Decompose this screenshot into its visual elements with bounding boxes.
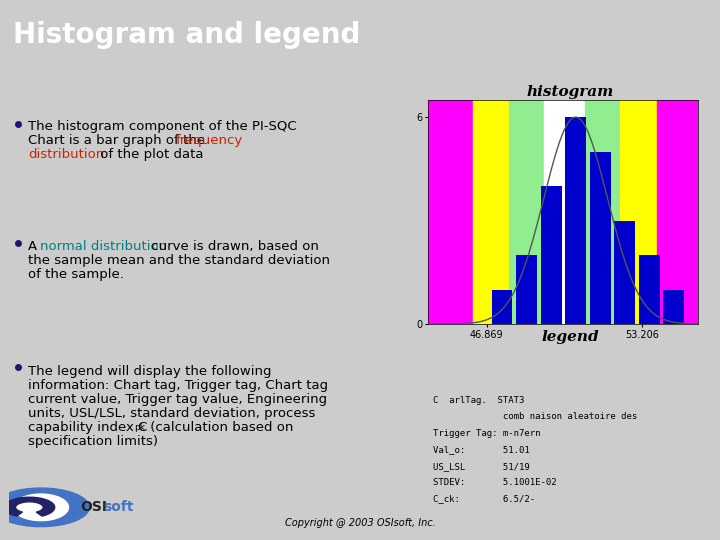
Bar: [516, 255, 537, 324]
Text: STDEV:       5.1001E-02: STDEV: 5.1001E-02: [433, 478, 557, 487]
Text: units, USL/LSL, standard deviation, process: units, USL/LSL, standard deviation, proc…: [28, 407, 315, 420]
Bar: [657, 100, 698, 324]
Text: curve is drawn, based on: curve is drawn, based on: [147, 240, 319, 253]
Text: distribution: distribution: [28, 148, 104, 161]
Text: Histogram and legend: Histogram and legend: [13, 21, 360, 49]
Bar: [585, 100, 620, 324]
Text: A: A: [28, 240, 41, 253]
Text: OSI: OSI: [80, 501, 107, 514]
Text: the sample mean and the standard deviation: the sample mean and the standard deviati…: [28, 254, 330, 267]
Bar: [639, 255, 660, 324]
Text: capability index C: capability index C: [28, 421, 148, 434]
Text: Chart is a bar graph of the: Chart is a bar graph of the: [28, 134, 210, 147]
Bar: [565, 117, 586, 324]
Bar: [541, 186, 562, 324]
Bar: [509, 100, 544, 324]
Text: Copyright @ 2003 OSIsoft, Inc.: Copyright @ 2003 OSIsoft, Inc.: [284, 518, 436, 528]
Text: current value, Trigger tag value, Engineering: current value, Trigger tag value, Engine…: [28, 393, 327, 406]
Text: information: Chart tag, Trigger tag, Chart tag: information: Chart tag, Trigger tag, Cha…: [28, 379, 328, 392]
Text: US_LSL       51/19: US_LSL 51/19: [433, 462, 530, 471]
Text: legend: legend: [541, 330, 599, 344]
Text: soft: soft: [103, 501, 134, 514]
Bar: [663, 289, 684, 324]
Text: of the sample.: of the sample.: [28, 268, 124, 281]
Bar: [544, 100, 585, 324]
Text: The histogram component of the PI-SQC: The histogram component of the PI-SQC: [28, 120, 297, 133]
Text: specification limits): specification limits): [28, 435, 158, 448]
Circle shape: [0, 488, 89, 526]
Bar: [620, 100, 657, 324]
Text: Trigger Tag: m-n7ern: Trigger Tag: m-n7ern: [433, 429, 541, 438]
Bar: [614, 220, 635, 324]
Text: pk: pk: [134, 423, 145, 432]
Text: (calculation based on: (calculation based on: [146, 421, 293, 434]
Wedge shape: [4, 497, 55, 516]
Text: The legend will display the following: The legend will display the following: [28, 365, 271, 378]
Bar: [472, 100, 509, 324]
Text: frequency: frequency: [176, 134, 243, 147]
Text: comb naison aleatoire des: comb naison aleatoire des: [433, 413, 637, 422]
Text: C  arlTag.  STAT3: C arlTag. STAT3: [433, 396, 525, 405]
Ellipse shape: [13, 494, 68, 521]
Text: normal distribution: normal distribution: [40, 240, 167, 253]
Bar: [428, 100, 472, 324]
Text: C_ck:        6.5/2-: C_ck: 6.5/2-: [433, 495, 536, 503]
Text: of the plot data: of the plot data: [96, 148, 204, 161]
Text: Val_o:       51.01: Val_o: 51.01: [433, 446, 530, 454]
Bar: [590, 152, 611, 324]
Bar: [492, 289, 513, 324]
Text: histogram: histogram: [526, 85, 613, 99]
